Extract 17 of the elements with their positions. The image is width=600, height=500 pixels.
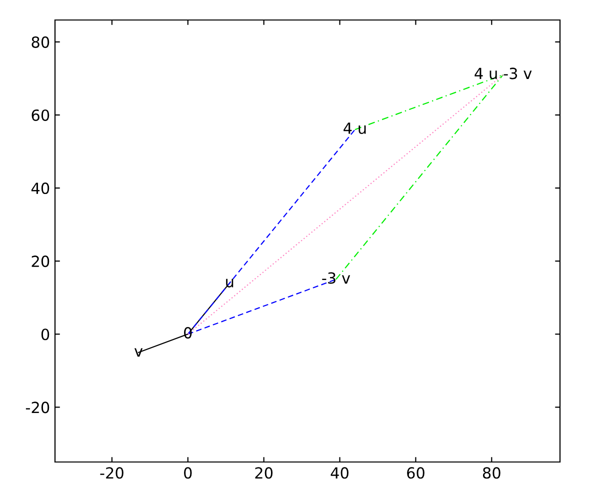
annotation: -3 v — [322, 272, 350, 284]
x-tick-label: 40 — [330, 467, 348, 479]
annotation: 4 u — [344, 122, 366, 134]
annotation: v — [134, 348, 143, 357]
x-tick-label: 80 — [482, 467, 500, 479]
y-tick-label: 0 — [41, 328, 50, 340]
x-tick-label: 0 — [184, 467, 192, 479]
x-tick-label: 20 — [255, 467, 273, 479]
y-tick-label: -20 — [26, 402, 50, 414]
y-tick-label: 60 — [32, 109, 50, 121]
x-tick-label: -20 — [100, 467, 124, 479]
y-tick-label: 80 — [32, 36, 50, 48]
y-tick-label: 20 — [32, 256, 50, 268]
y-tick-label: 40 — [31, 182, 50, 194]
annotation: 4 u -3 v — [474, 68, 532, 80]
x-tick-label: 60 — [407, 467, 424, 479]
annotation: u — [226, 278, 234, 288]
